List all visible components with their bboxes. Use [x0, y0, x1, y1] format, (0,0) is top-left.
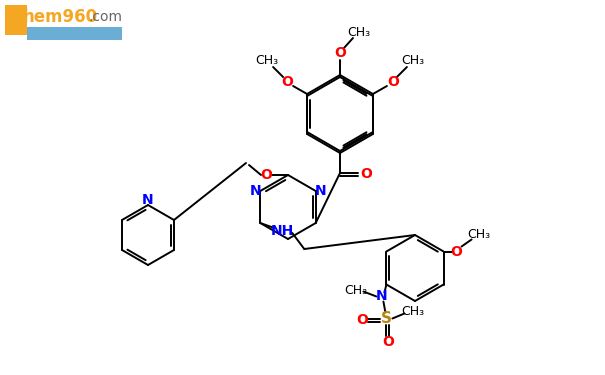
Text: O: O [260, 168, 272, 182]
Text: N: N [249, 184, 261, 198]
Text: N: N [315, 184, 327, 198]
Text: N: N [376, 290, 387, 303]
Text: CH₃: CH₃ [401, 305, 424, 318]
Text: CH₃: CH₃ [467, 228, 490, 241]
Text: O: O [451, 244, 462, 258]
Text: CH₃: CH₃ [347, 27, 370, 39]
Text: NH: NH [270, 224, 294, 238]
Text: CH₃: CH₃ [344, 284, 367, 297]
Text: 960 化工网: 960 化工网 [54, 29, 94, 39]
Text: O: O [356, 313, 368, 327]
Text: N: N [142, 193, 154, 207]
Text: .com: .com [88, 10, 122, 24]
Text: O: O [382, 334, 394, 348]
FancyBboxPatch shape [5, 5, 27, 35]
Text: S: S [381, 311, 392, 326]
Text: O: O [360, 168, 372, 182]
Text: CH₃: CH₃ [255, 54, 279, 68]
Text: hem960: hem960 [22, 8, 97, 26]
Text: CH₃: CH₃ [401, 54, 425, 68]
Text: O: O [281, 75, 293, 89]
Text: O: O [387, 75, 399, 89]
Text: C: C [9, 10, 23, 30]
Text: O: O [334, 46, 346, 60]
FancyBboxPatch shape [27, 27, 122, 40]
